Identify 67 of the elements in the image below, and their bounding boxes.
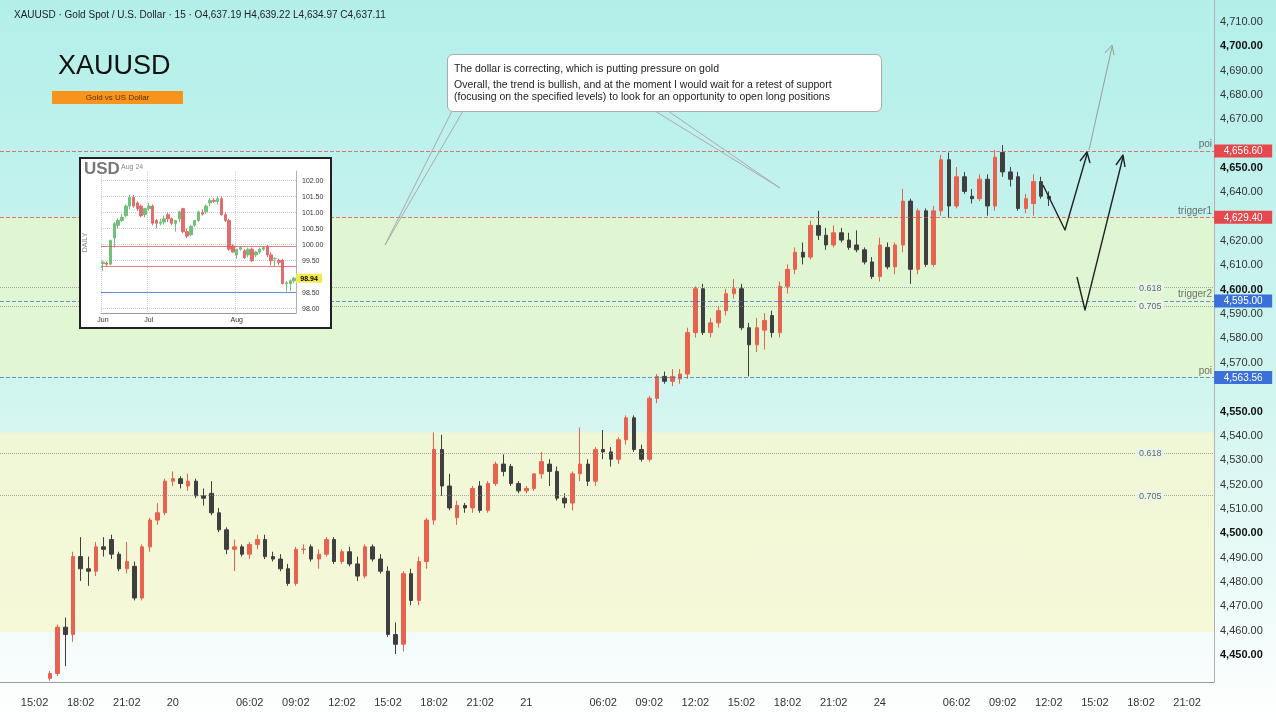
text: 4,629.40 (1223, 211, 1264, 223)
y-tick-label: 4,610.00 (1220, 258, 1263, 271)
text: 4,656.60 (1223, 145, 1264, 157)
y-tick-label: 4,580.00 (1220, 331, 1263, 344)
x-tick-label: 15:02 (1081, 695, 1109, 708)
y-tick-label: 4,480.00 (1220, 574, 1263, 587)
annotation: XAUUSD · Gold Spot / U.S. Dollar · 15 · O4,637.19 H4,639.22 L4,634.97 C4,637.11 (14, 9, 386, 20)
y-tick-label: 4,490.00 (1220, 550, 1263, 563)
x-tick-label: 15:02 (727, 695, 756, 708)
ref-line-label: poi (1198, 138, 1212, 150)
annotation: 0.618 (1138, 448, 1162, 459)
x-tick-label: 21 (520, 695, 533, 708)
ref-line-label: trigger2 (1178, 288, 1213, 300)
y-tick-label: 4,550.00 (1220, 404, 1263, 417)
y-tick-label: 4,530.00 (1220, 453, 1263, 466)
y-tick-label: 4,510.00 (1220, 501, 1263, 514)
x-tick-label: 15:02 (374, 695, 402, 708)
y-tick-label: 4,700.00 (1220, 39, 1263, 52)
x-tick-label: 18:02 (1127, 695, 1155, 708)
x-tick-label: 21:02 (1173, 695, 1201, 708)
y-tick-label: 4,590.00 (1220, 307, 1263, 320)
y-tick-label: 4,670.00 (1220, 112, 1263, 125)
x-tick-label: 12:02 (328, 695, 356, 708)
y-tick-label: 4,650.00 (1220, 161, 1263, 174)
x-tick-label: 15:02 (20, 695, 49, 708)
y-tick-label: 4,500.00 (1220, 526, 1263, 539)
label-badge: Gold vs US Dollar (52, 91, 183, 104)
x-tick-label: 24 (873, 695, 886, 708)
annotation: Overall, the trend is bullish, and at the moment I would wait for a retest of support (focusing on the specified levels) to look for an opportunity to open long positions (454, 78, 833, 102)
ref-line-label: poi (1198, 365, 1212, 376)
y-tick-label: 4,450.00 (1220, 648, 1263, 660)
x-tick-label: 18:02 (773, 695, 802, 708)
y-tick-label: 4,570.00 (1220, 355, 1263, 368)
x-tick-label: 21:02 (113, 695, 141, 708)
y-tick-label: 4,710.00 (1220, 14, 1263, 27)
text: 4,563.56 (1223, 372, 1264, 383)
x-tick-label: 06:02 (942, 695, 971, 708)
x-tick-label: 09:02 (282, 695, 310, 708)
annotation: 0.705 (1138, 300, 1162, 311)
y-tick-label: 4,600.00 (1220, 282, 1263, 295)
y-tick-label: 4,690.00 (1220, 63, 1263, 76)
x-tick-label: 21:02 (466, 695, 494, 708)
y-tick-label: 4,680.00 (1220, 87, 1263, 100)
x-tick-label: 12:02 (1035, 695, 1063, 708)
y-tick-label: 4,540.00 (1220, 428, 1263, 441)
chart-title: USD (84, 159, 120, 179)
y-tick-label: 4,520.00 (1220, 477, 1263, 490)
annotation: The dollar is correcting, which is putting pressure on gold (454, 62, 720, 74)
x-tick-label: 09:02 (635, 695, 664, 708)
annotation: 0.705 (1138, 490, 1162, 501)
x-tick-label: 18:02 (66, 695, 95, 708)
y-tick-label: 4,620.00 (1220, 234, 1263, 247)
x-tick-label: 06:02 (589, 695, 617, 708)
y-tick-label: 4,470.00 (1220, 599, 1263, 612)
x-tick-label: 06:02 (235, 695, 264, 708)
callout-box: The dollar is correcting, which is putting pressure on gold Overall, the trend is bullish, and at the moment I would wait for a retest of support (focusing on the specified levels) to look for an opportunity to open long positions (447, 54, 882, 112)
annotation: 0.618 (1138, 282, 1162, 293)
text: 4,595.00 (1223, 295, 1264, 307)
x-tick-label: 12:02 (681, 695, 710, 708)
text: XAUUSD (58, 50, 171, 81)
x-tick-label: 18:02 (420, 695, 448, 708)
ref-line-label: trigger1 (1178, 204, 1213, 216)
y-tick-label: 4,460.00 (1220, 623, 1263, 636)
x-tick-label: 21:02 (819, 695, 848, 708)
y-tick-label: 4,640.00 (1220, 185, 1263, 198)
x-tick-label: 20 (166, 695, 179, 708)
x-tick-label: 09:02 (988, 695, 1017, 708)
